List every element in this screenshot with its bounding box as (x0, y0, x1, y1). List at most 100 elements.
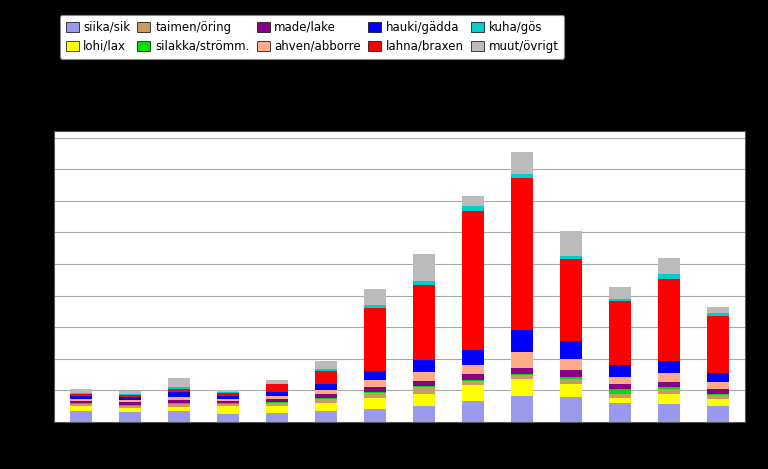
Bar (707, 393, 729, 395)
Bar (217, 396, 239, 399)
Bar (658, 279, 680, 361)
Bar (511, 379, 533, 395)
Bar (364, 305, 386, 308)
Bar (167, 389, 190, 392)
Bar (560, 259, 582, 341)
Bar (707, 399, 729, 406)
Bar (658, 389, 680, 394)
Bar (119, 395, 141, 397)
Bar (266, 380, 288, 384)
Bar (70, 401, 91, 403)
Bar (462, 206, 484, 211)
Bar (560, 231, 582, 256)
Bar (364, 380, 386, 387)
Bar (462, 386, 484, 401)
Bar (167, 378, 190, 387)
Bar (217, 399, 239, 401)
Bar (609, 377, 631, 384)
Bar (364, 409, 386, 422)
Bar (658, 382, 680, 387)
Bar (70, 404, 91, 406)
Bar (315, 403, 337, 411)
Bar (119, 408, 141, 412)
Bar (364, 308, 386, 371)
Bar (707, 307, 729, 313)
Bar (560, 377, 582, 379)
Bar (315, 394, 337, 398)
Bar (266, 392, 288, 395)
Bar (560, 256, 582, 259)
Bar (70, 396, 91, 399)
Bar (413, 393, 435, 406)
Bar (511, 178, 533, 330)
Bar (119, 406, 141, 408)
Bar (364, 398, 386, 409)
Bar (511, 174, 533, 178)
Bar (560, 370, 582, 377)
Bar (364, 393, 386, 398)
Bar (560, 341, 582, 359)
Bar (462, 401, 484, 422)
Bar (315, 390, 337, 394)
Bar (658, 258, 680, 274)
Bar (315, 361, 337, 369)
Bar (707, 316, 729, 373)
Bar (70, 389, 91, 393)
Bar (707, 395, 729, 399)
Bar (315, 399, 337, 403)
Bar (560, 359, 582, 370)
Bar (609, 403, 631, 422)
Bar (609, 287, 631, 299)
Bar (462, 211, 484, 350)
Bar (364, 387, 386, 392)
Bar (217, 401, 239, 403)
Bar (119, 391, 141, 394)
Bar (658, 373, 680, 382)
Bar (119, 405, 141, 406)
Bar (413, 406, 435, 422)
Bar (266, 406, 288, 413)
Bar (707, 389, 729, 393)
Bar (266, 384, 288, 392)
Bar (315, 371, 337, 385)
Bar (413, 254, 435, 281)
Bar (511, 395, 533, 422)
Bar (315, 411, 337, 422)
Bar (462, 196, 484, 206)
Bar (364, 289, 386, 305)
Bar (315, 369, 337, 371)
Bar (119, 394, 141, 395)
Bar (413, 381, 435, 386)
Bar (364, 371, 386, 380)
Bar (462, 364, 484, 374)
Bar (266, 399, 288, 402)
Bar (70, 399, 91, 401)
Bar (609, 398, 631, 403)
Bar (511, 375, 533, 379)
Bar (462, 381, 484, 386)
Bar (658, 274, 680, 279)
Bar (70, 394, 91, 396)
Bar (658, 387, 680, 389)
Bar (707, 373, 729, 382)
Bar (413, 387, 435, 393)
Bar (658, 404, 680, 422)
Bar (560, 397, 582, 422)
Bar (119, 397, 141, 400)
Bar (119, 402, 141, 405)
Bar (70, 406, 91, 411)
Bar (167, 400, 190, 403)
Bar (266, 402, 288, 406)
Bar (167, 403, 190, 404)
Bar (609, 393, 631, 398)
Bar (70, 393, 91, 394)
Bar (217, 406, 239, 414)
Bar (217, 393, 239, 396)
Bar (707, 313, 729, 316)
Bar (266, 413, 288, 422)
Bar (462, 350, 484, 364)
Bar (511, 374, 533, 375)
Bar (658, 394, 680, 404)
Bar (315, 385, 337, 390)
Bar (609, 302, 631, 364)
